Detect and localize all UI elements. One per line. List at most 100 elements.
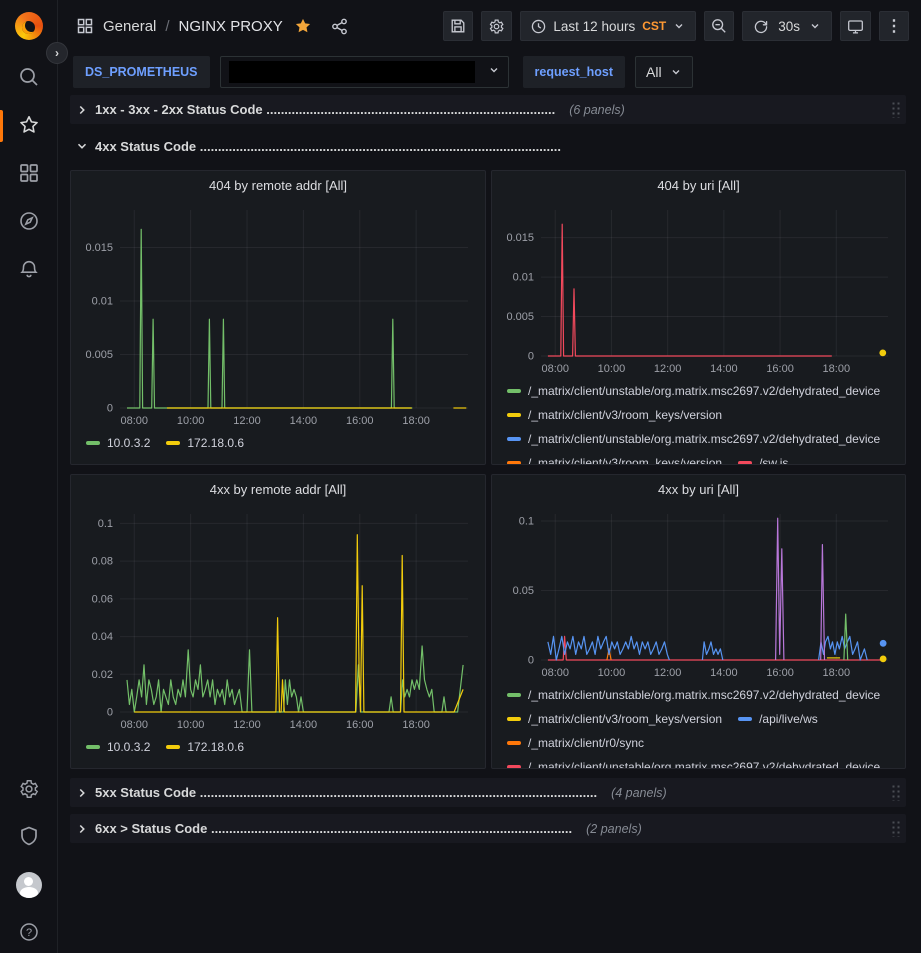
chevron-down-icon xyxy=(75,139,89,153)
row-5xx[interactable]: 5xx Status Code ........................… xyxy=(70,778,906,807)
legend-series-swatch xyxy=(507,741,521,745)
legend-item[interactable]: /_matrix/client/unstable/org.matrix.msc2… xyxy=(507,384,880,398)
legend-series-label: /_matrix/client/v3/room_keys/version xyxy=(528,408,722,422)
sidebar-item-alerting[interactable] xyxy=(0,258,57,280)
sidebar-item-starred[interactable] xyxy=(0,114,57,136)
legend-item[interactable]: /_matrix/client/v3/room_keys/version xyxy=(507,408,722,422)
legend-series-label: /_matrix/client/v3/room_keys/version xyxy=(528,456,722,465)
search-icon[interactable] xyxy=(0,66,57,88)
timeseries-chart[interactable]: 00.0050.010.01508:0010:0012:0014:0016:00… xyxy=(80,198,476,430)
sidebar-item-profile[interactable] xyxy=(0,872,57,898)
sidebar-item-explore[interactable] xyxy=(0,210,57,232)
row-drag-handle[interactable] xyxy=(891,784,900,801)
svg-text:0.005: 0.005 xyxy=(506,311,534,323)
row-drag-handle[interactable] xyxy=(891,820,900,837)
svg-text:08:00: 08:00 xyxy=(541,667,569,679)
panel-title[interactable]: 4xx by uri [All] xyxy=(501,480,896,502)
legend-series-label: /sw.js xyxy=(759,456,788,465)
kebab-menu-button[interactable]: ⋮ xyxy=(879,11,909,41)
legend-item[interactable]: 172.18.0.6 xyxy=(166,436,244,450)
timeseries-chart[interactable]: 00.050.108:0010:0012:0014:0016:0018:00 xyxy=(501,502,896,682)
save-dashboard-button[interactable] xyxy=(443,11,473,41)
dashboard-topbar: General / NGINX PROXY xyxy=(58,0,921,52)
kebab-menu-icon: ⋮ xyxy=(886,16,902,36)
svg-text:18:00: 18:00 xyxy=(402,415,430,427)
legend-item[interactable]: 10.0.3.2 xyxy=(86,740,150,754)
panel-title[interactable]: 4xx by remote addr [All] xyxy=(80,480,476,502)
expand-nav-chevron-icon[interactable]: › xyxy=(46,42,68,64)
panel-title[interactable]: 404 by remote addr [All] xyxy=(80,176,476,198)
variable-label-ds-prometheus[interactable]: DS_PROMETHEUS xyxy=(73,56,210,88)
svg-text:08:00: 08:00 xyxy=(121,719,149,731)
row-1xx-3xx-2xx[interactable]: 1xx - 3xx - 2xx Status Code ............… xyxy=(70,95,906,124)
legend-item[interactable]: 172.18.0.6 xyxy=(166,740,244,754)
panel-404-by-uri: 404 by uri [All] 00.0050.010.01508:0010:… xyxy=(491,170,906,465)
sidebar-item-server-admin[interactable] xyxy=(0,825,57,847)
request-host-value: All xyxy=(646,64,662,80)
legend-series-label: /api/live/ws xyxy=(759,712,818,726)
time-range-picker[interactable]: Last 12 hours CST xyxy=(520,11,696,41)
cycle-view-mode-button[interactable] xyxy=(840,11,871,41)
grafana-logo[interactable] xyxy=(0,12,57,40)
svg-text:16:00: 16:00 xyxy=(766,667,794,679)
page-title[interactable]: NGINX PROXY xyxy=(179,18,283,35)
legend-item[interactable]: /_matrix/client/unstable/org.matrix.msc2… xyxy=(507,688,880,702)
request-host-variable-dropdown[interactable]: All xyxy=(635,56,693,88)
legend-item[interactable]: /_matrix/client/unstable/org.matrix.msc2… xyxy=(507,760,880,769)
timeseries-chart[interactable]: 00.0050.010.01508:0010:0012:0014:0016:00… xyxy=(501,198,896,378)
svg-text:0.05: 0.05 xyxy=(513,585,534,597)
row-title: 6xx > Status Code ......................… xyxy=(95,821,572,836)
legend-series-swatch xyxy=(166,745,180,749)
legend-series-label: 172.18.0.6 xyxy=(187,740,244,754)
dashboard-variables-bar: DS_PROMETHEUS request_host All xyxy=(58,52,921,92)
svg-text:0.015: 0.015 xyxy=(85,242,113,254)
row-4xx[interactable]: 4xx Status Code ........................… xyxy=(70,132,906,160)
breadcrumb-separator: / xyxy=(165,18,169,35)
row-panel-count: (2 panels) xyxy=(586,822,642,836)
panel-4xx-by-uri: 4xx by uri [All] 00.050.108:0010:0012:00… xyxy=(491,474,906,769)
legend-item[interactable]: /_matrix/client/v3/room_keys/version xyxy=(507,456,722,465)
legend-series-label: 172.18.0.6 xyxy=(187,436,244,450)
timeseries-chart[interactable]: 00.020.040.060.080.108:0010:0012:0014:00… xyxy=(80,502,476,734)
svg-text:?: ? xyxy=(25,927,31,939)
legend-series-label: 10.0.3.2 xyxy=(107,740,150,754)
zoom-out-time-button[interactable] xyxy=(704,11,734,41)
legend-item[interactable]: 10.0.3.2 xyxy=(86,436,150,450)
svg-text:10:00: 10:00 xyxy=(598,667,626,679)
avatar xyxy=(16,872,42,898)
panel-4xx-by-remote-addr: 4xx by remote addr [All] 00.020.040.060.… xyxy=(70,474,486,769)
variable-label-request-host[interactable]: request_host xyxy=(523,56,626,88)
svg-text:14:00: 14:00 xyxy=(290,719,318,731)
svg-text:0.01: 0.01 xyxy=(513,272,534,284)
row-drag-handle[interactable] xyxy=(891,101,900,118)
svg-text:18:00: 18:00 xyxy=(823,667,851,679)
main-area: General / NGINX PROXY xyxy=(58,0,921,953)
svg-text:08:00: 08:00 xyxy=(121,415,149,427)
row-panel-count: (4 panels) xyxy=(611,786,667,800)
legend-series-swatch xyxy=(86,441,100,445)
favorite-star-icon[interactable] xyxy=(294,17,312,35)
legend-item[interactable]: /_matrix/client/v3/room_keys/version xyxy=(507,712,722,726)
chevron-down-icon xyxy=(809,20,821,32)
refresh-picker[interactable]: 30s xyxy=(742,11,832,41)
legend-series-label: /_matrix/client/unstable/org.matrix.msc2… xyxy=(528,384,880,398)
share-icon[interactable] xyxy=(331,18,348,35)
chart-legend: /_matrix/client/unstable/org.matrix.msc2… xyxy=(501,384,896,465)
breadcrumb-section[interactable]: General xyxy=(103,18,156,35)
dashboard-settings-button[interactable] xyxy=(481,11,512,41)
sidebar-item-help[interactable]: ? xyxy=(0,921,57,943)
legend-item[interactable]: /_matrix/client/r0/sync xyxy=(507,736,644,750)
sidebar-item-dashboards[interactable] xyxy=(0,162,57,184)
legend-item[interactable]: /sw.js xyxy=(738,456,788,465)
legend-item[interactable]: /_matrix/client/unstable/org.matrix.msc2… xyxy=(507,432,880,446)
datasource-variable-dropdown[interactable] xyxy=(220,56,509,88)
svg-text:0: 0 xyxy=(107,403,113,415)
legend-series-swatch xyxy=(507,413,521,417)
row-6xx[interactable]: 6xx > Status Code ......................… xyxy=(70,814,906,843)
svg-text:0.1: 0.1 xyxy=(519,515,534,527)
svg-text:10:00: 10:00 xyxy=(177,719,205,731)
panel-title[interactable]: 404 by uri [All] xyxy=(501,176,896,198)
legend-item[interactable]: /api/live/ws xyxy=(738,712,818,726)
svg-text:14:00: 14:00 xyxy=(710,667,738,679)
sidebar-item-configuration[interactable] xyxy=(0,778,57,800)
